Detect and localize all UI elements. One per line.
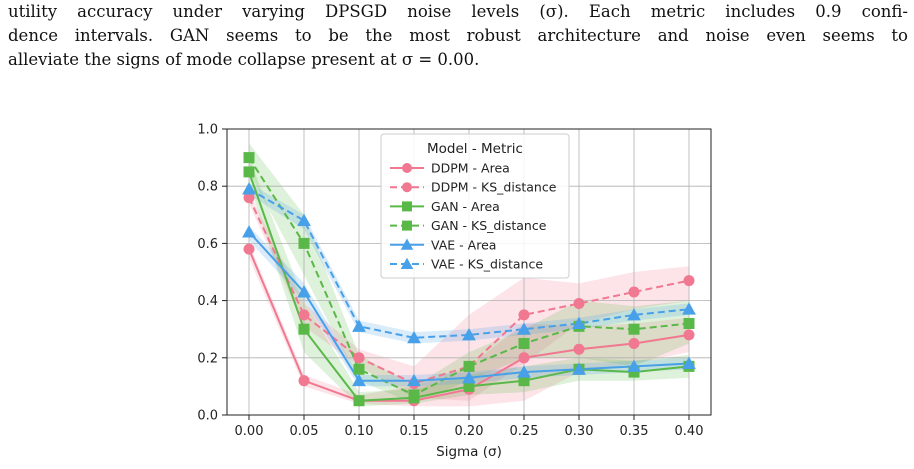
point-ddpm-area	[628, 338, 640, 349]
point-gan-ks-distance	[353, 363, 365, 375]
y-tick-label: 0.0	[197, 409, 218, 424]
point-gan-ks-distance	[683, 317, 695, 329]
point-ddpm-ks-distance	[353, 352, 365, 364]
legend-label-ddpm-ks-distance: DDPM - KS_distance	[431, 180, 557, 195]
point-gan-area	[298, 323, 310, 335]
point-vae-area	[407, 373, 421, 387]
point-gan-ks-distance	[463, 360, 475, 372]
point-vae-area	[572, 362, 586, 375]
point-ddpm-area	[518, 352, 530, 364]
caption-line-2: dence intervals. GAN seems to be the mos…	[8, 26, 908, 45]
point-vae-area	[682, 356, 696, 370]
point-vae-area	[297, 285, 311, 298]
y-tick-label: 0.6	[197, 237, 218, 252]
legend-label-gan-ks-distance: GAN - KS_distance	[431, 218, 547, 233]
point-ddpm-ks-distance	[298, 309, 310, 321]
legend-marker-vae-area	[400, 238, 414, 250]
legend-box	[380, 133, 570, 279]
x-tick-label: 0.20	[455, 424, 484, 439]
point-gan-area	[243, 166, 255, 178]
legend-marker-ddpm-ks-distance	[402, 182, 412, 193]
y-tick-label: 0.4	[197, 294, 218, 309]
x-tick-label: 0.15	[400, 424, 429, 439]
legend-label-gan-area: GAN - Area	[431, 199, 500, 214]
point-vae-ks-distance	[462, 328, 476, 341]
point-ddpm-ks-distance	[573, 297, 585, 309]
legend-label-vae-area: VAE - Area	[431, 237, 496, 252]
legend-marker-gan-area	[402, 201, 412, 212]
caption-line-3: alleviate the signs of mode collapse pre…	[8, 50, 480, 69]
point-vae-ks-distance	[682, 302, 696, 315]
point-gan-ks-distance	[298, 237, 310, 249]
point-ddpm-ks-distance	[518, 309, 530, 321]
figure-caption: utility accuracy under varying DPSGD noi…	[8, 0, 908, 72]
legend-label-vae-ks-distance: VAE - KS_distance	[431, 257, 543, 272]
point-vae-area	[517, 365, 531, 378]
point-gan-ks-distance	[408, 389, 420, 401]
point-ddpm-area	[298, 375, 310, 387]
x-axis-label: Sigma (σ)	[436, 444, 502, 460]
x-tick-label: 0.35	[620, 424, 649, 439]
point-gan-area	[463, 380, 475, 392]
series-line-gan-ks-distance	[248, 157, 690, 396]
y-tick-label: 0.8	[197, 180, 218, 195]
x-tick-label: 0.10	[345, 424, 374, 439]
series-line-vae-ks-distance	[248, 188, 690, 339]
legend-marker-vae-ks-distance	[400, 257, 414, 269]
caption-line-1: utility accuracy under varying DPSGD noi…	[8, 2, 908, 21]
point-vae-ks-distance	[297, 213, 311, 227]
point-vae-ks-distance	[627, 308, 641, 321]
legend-marker-gan-ks-distance	[402, 220, 412, 231]
point-gan-area	[353, 395, 365, 407]
x-tick-label: 0.40	[675, 424, 704, 439]
x-tick-label: 0.00	[235, 424, 264, 439]
series-line-ddpm-ks-distance	[248, 197, 690, 385]
point-vae-area	[462, 370, 476, 384]
x-tick-label: 0.05	[290, 424, 319, 439]
point-vae-ks-distance	[517, 322, 531, 335]
axis-ticks: 0.00 0.05 0.10 0.15 0.20 0.25 0.30 0.35 0.40 0.0 0…	[197, 123, 703, 440]
x-tick-label: 0.25	[510, 424, 539, 439]
x-tick-label: 0.30	[565, 424, 594, 439]
point-vae-ks-distance	[572, 316, 586, 329]
point-ddpm-area	[573, 343, 585, 355]
legend-marker-ddpm-area	[402, 163, 412, 173]
point-vae-area	[627, 359, 641, 372]
point-ddpm-area	[683, 329, 695, 341]
series-markers	[242, 152, 696, 407]
point-ddpm-ks-distance	[243, 192, 255, 204]
point-gan-ks-distance	[628, 323, 640, 335]
legend-title: Model - Metric	[427, 141, 523, 157]
point-ddpm-ks-distance	[683, 275, 695, 287]
y-tick-label: 0.2	[197, 351, 218, 366]
legend: Model - Metric DDPM - Area DDPM - KS_dist…	[380, 133, 570, 279]
point-vae-area	[352, 373, 366, 387]
point-vae-ks-distance	[242, 182, 256, 195]
point-gan-area	[518, 375, 530, 387]
point-gan-ks-distance	[518, 338, 530, 349]
point-ddpm-ks-distance	[628, 286, 640, 298]
legend-label-ddpm-area: DDPM - Area	[431, 161, 510, 176]
point-ddpm-area	[243, 243, 255, 255]
point-vae-ks-distance	[407, 330, 421, 344]
point-vae-area	[242, 225, 256, 238]
point-vae-ks-distance	[352, 319, 366, 332]
y-tick-label: 1.0	[197, 123, 218, 138]
point-gan-area	[628, 366, 640, 378]
point-gan-ks-distance	[243, 152, 255, 164]
